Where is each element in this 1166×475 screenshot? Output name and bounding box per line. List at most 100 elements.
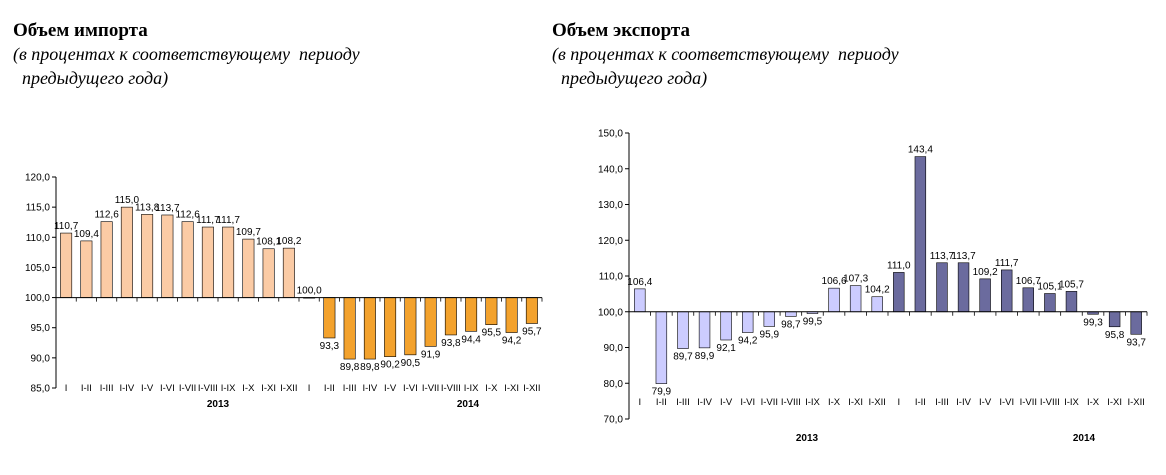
import-category-label: I-VIII	[198, 383, 218, 394]
export-bar	[957, 262, 970, 313]
import-category-label: I-III	[343, 383, 357, 394]
import-y-tick-label: 105,0	[25, 263, 50, 274]
import-category-label: I-XII	[523, 383, 540, 394]
export-data-label: 95,9	[760, 329, 780, 340]
import-bar	[201, 226, 214, 298]
export-category-label: I-X	[828, 397, 841, 408]
export-bar	[742, 311, 754, 333]
export-data-label: 111,7	[995, 258, 1019, 269]
export-y-tick-label: 130,0	[598, 200, 623, 211]
import-data-label: 89,8	[340, 362, 360, 373]
import-data-label: 111,7	[216, 215, 240, 226]
import-data-label: 113,7	[155, 203, 180, 214]
import-data-label: 112,6	[94, 210, 119, 221]
export-data-label: 99,5	[803, 317, 823, 328]
import-bar	[141, 214, 154, 298]
export-data-label: 107,3	[843, 274, 868, 285]
import-data-label: 115,0	[115, 195, 140, 206]
export-data-label: 93,7	[1126, 337, 1146, 348]
import-category-label: I-VIII	[441, 383, 461, 394]
import-data-label: 110,7	[54, 221, 79, 232]
import-data-label: 89,8	[360, 362, 380, 373]
import-chart: 85,0 90,0 95,0 100,0 105,0 110,0 115,0 120,0 110…	[25, 173, 543, 410]
export-title: Объем экспорта	[552, 20, 690, 41]
import-category-label: I-IX	[464, 383, 479, 394]
import-subtitle-line1: (в процентах к соответствующему периоду	[13, 44, 360, 64]
export-data-label: 89,7	[673, 352, 693, 363]
import-data-label: 95,5	[482, 328, 502, 339]
import-category-label: I-VI	[403, 383, 418, 394]
import-category-label: I	[65, 383, 68, 394]
import-category-label: I-III	[100, 383, 114, 394]
import-bar	[222, 226, 235, 298]
import-data-label: 95,7	[522, 326, 542, 337]
export-y-tick-label: 90,0	[604, 343, 624, 354]
export-bar	[1108, 311, 1121, 328]
import-y-tick-label: 90,0	[31, 353, 51, 364]
import-y-tick-label: 115,0	[26, 203, 51, 214]
import-bar	[323, 297, 336, 339]
import-y-tick-label: 110,0	[26, 233, 51, 244]
export-data-label: 106,6	[822, 276, 847, 287]
import-category-label: I-XI	[261, 383, 276, 394]
export-bar	[655, 311, 668, 384]
export-bar	[785, 311, 797, 317]
export-bar	[914, 156, 927, 313]
import-y-tick-label: 95,0	[31, 323, 51, 334]
import-bar	[262, 248, 275, 298]
import-data-label: 94,2	[502, 336, 522, 347]
import-data-label: 108,2	[276, 236, 301, 247]
import-category-label: I-II	[81, 383, 92, 394]
export-bar	[936, 262, 948, 313]
import-subtitle-line2: предыдущего года)	[13, 68, 169, 88]
import-data-label: 93,3	[320, 341, 340, 352]
export-bar	[1022, 287, 1034, 313]
export-data-label: 106,4	[627, 277, 652, 288]
import-data-label: 100,0	[297, 286, 322, 297]
export-data-label: 95,8	[1105, 330, 1125, 341]
export-bar	[979, 278, 991, 313]
export-data-label: 113,7	[951, 251, 976, 262]
export-category-label: I-VI	[740, 397, 755, 408]
export-category-label: I-III	[935, 397, 949, 408]
export-bar	[828, 287, 840, 313]
import-data-label: 108,1	[256, 237, 281, 248]
export-data-label: 92,1	[716, 343, 736, 354]
import-year-label: 2013	[207, 399, 230, 410]
import-category-label: I-V	[141, 383, 154, 394]
export-category-label: I-VI	[999, 397, 1014, 408]
export-category-label: I-VIII	[1040, 397, 1060, 408]
import-data-label: 109,4	[74, 229, 99, 240]
export-bar	[1044, 293, 1056, 313]
export-category-label: I-III	[676, 397, 690, 408]
import-y-tick-label: 120,0	[25, 173, 50, 184]
export-bar	[871, 296, 883, 313]
export-category-label: I-VII	[761, 397, 778, 408]
export-bar	[677, 311, 689, 349]
export-category-label: I	[638, 397, 641, 408]
export-bar	[720, 311, 732, 341]
export-category-label: I-IX	[1064, 397, 1079, 408]
import-y-tick-label: 100,0	[25, 293, 50, 304]
export-y-tick-label: 110,0	[599, 272, 624, 283]
import-category-label: I-II	[324, 383, 335, 394]
import-bar	[60, 232, 73, 298]
export-data-label: 105,7	[1059, 279, 1084, 290]
export-bar	[1065, 291, 1078, 313]
import-bar	[384, 297, 397, 357]
import-category-label: I-VII	[179, 383, 196, 394]
import-bar	[120, 206, 133, 298]
import-category-label: I-IV	[362, 383, 377, 394]
export-data-label: 106,7	[1016, 276, 1041, 287]
import-data-label: 90,2	[380, 360, 400, 371]
export-y-tick-label: 120,0	[598, 236, 623, 247]
export-y-tick-label: 140,0	[598, 164, 623, 175]
import-year-label: 2014	[457, 399, 480, 410]
import-category-label: I-VI	[160, 383, 175, 394]
import-category-label: I-X	[242, 383, 255, 394]
import-bar	[80, 240, 93, 298]
import-bar	[282, 247, 295, 298]
export-data-label: 105,1	[1037, 282, 1062, 293]
import-bar	[505, 297, 518, 333]
